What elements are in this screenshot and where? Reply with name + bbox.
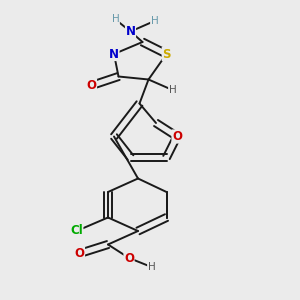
Text: H: H bbox=[151, 16, 158, 26]
Text: H: H bbox=[169, 85, 176, 95]
Text: H: H bbox=[148, 262, 155, 272]
Text: Cl: Cl bbox=[70, 224, 83, 238]
Text: O: O bbox=[86, 79, 97, 92]
Text: H: H bbox=[112, 14, 119, 25]
Text: N: N bbox=[125, 25, 136, 38]
Text: S: S bbox=[162, 47, 171, 61]
Text: O: O bbox=[124, 251, 134, 265]
Text: O: O bbox=[74, 247, 85, 260]
Text: O: O bbox=[172, 130, 182, 143]
Text: N: N bbox=[109, 47, 119, 61]
